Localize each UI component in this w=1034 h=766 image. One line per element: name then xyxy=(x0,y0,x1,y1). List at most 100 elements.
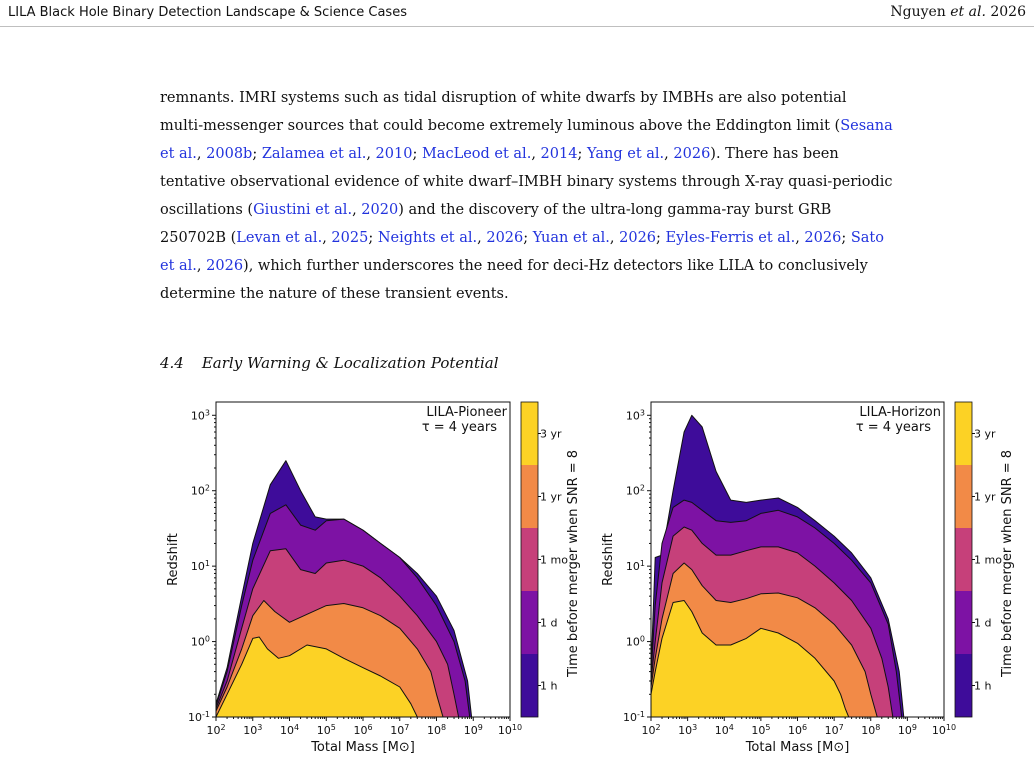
text-run: ; xyxy=(841,230,851,246)
tick-label: 106 xyxy=(788,723,807,738)
tick-label: 104 xyxy=(715,723,734,738)
x-axis-label: Total Mass [M⊙] xyxy=(745,740,850,755)
section-title: Early Warning & Localization Potential xyxy=(201,354,499,372)
text-run: , xyxy=(531,146,541,162)
citation-link[interactable]: et al. xyxy=(160,258,197,274)
citation-link[interactable]: 2010 xyxy=(375,146,413,162)
citation-link[interactable]: Eyles-Ferris et al. xyxy=(665,230,796,246)
citation-link[interactable]: Sesana xyxy=(840,118,893,134)
tick-label: 103 xyxy=(626,408,645,423)
citation-link[interactable]: 2020 xyxy=(361,202,399,218)
colorbar-tick-label: 1 h xyxy=(540,680,557,693)
citation-link[interactable]: Neights et al. xyxy=(377,230,478,246)
text-run: , xyxy=(352,202,362,218)
tick-label: 105 xyxy=(317,723,336,738)
citation-link[interactable]: Giustini et al. xyxy=(253,202,353,218)
chart-subtitle: τ = 4 years xyxy=(422,420,497,435)
colorbar-tick-label: 1 d xyxy=(974,617,991,630)
tick-label: 105 xyxy=(751,723,770,738)
tick-label: 101 xyxy=(191,559,210,574)
text-line: remnants. IMRI systems such as tidal dis… xyxy=(160,84,1032,112)
colorbar-tick-label: 1 yr xyxy=(540,491,562,504)
colorbar-tick-label: 1 h xyxy=(974,680,991,693)
text-run: oscillations ( xyxy=(160,202,254,218)
citation-link[interactable]: Zalamea et al. xyxy=(261,146,367,162)
text-run: tentative observational evidence of whit… xyxy=(160,174,893,190)
y-axis-label: Redshift xyxy=(166,533,181,586)
tick-label: 103 xyxy=(243,723,262,738)
text-run: ) and the discovery of the ultra-long ga… xyxy=(398,202,832,218)
text-line: et al., 2008b; Zalamea et al., 2010; Mac… xyxy=(160,140,1032,168)
citation-link[interactable]: 2025 xyxy=(331,230,369,246)
colorbar-frame xyxy=(520,401,539,718)
plot-area xyxy=(651,414,905,717)
colorbar-tick-label: 1 yr xyxy=(974,491,996,504)
text-run: , xyxy=(196,146,207,162)
text-run: ; xyxy=(252,146,262,162)
text-run: determine the nature of these transient … xyxy=(160,286,509,302)
colorbar-tick-label: 3 yr xyxy=(974,428,996,441)
text-line: tentative observational evidence of whit… xyxy=(160,168,1032,196)
text-run: ; xyxy=(368,230,378,246)
tick-label: 106 xyxy=(353,723,372,738)
tick-label: 109 xyxy=(898,723,917,738)
text-run: ; xyxy=(523,230,533,246)
text-run: 250702B ( xyxy=(160,230,237,246)
chart-title: LILA-Pioneer xyxy=(426,405,507,420)
text-run: , xyxy=(609,230,620,246)
tick-label: 102 xyxy=(641,723,660,738)
colorbar: 1 h 1 d 1 mo 1 yr 3 yr Time before merger whe… xyxy=(954,401,1015,718)
citation-link[interactable]: Sato xyxy=(850,230,884,246)
text-line: 250702B (Levan et al., 2025; Neights et … xyxy=(160,224,1032,252)
colorbar-tick-label: 1 d xyxy=(540,617,557,630)
text-run: , xyxy=(795,230,805,246)
chart-panel: 102 103 104 105 106 107 108 109 1010 10-1 100 101 10… xyxy=(601,401,1015,755)
colorbar-label: Time before merger when SNR = 8 xyxy=(1000,450,1015,678)
citation-link[interactable]: Yang et al. xyxy=(586,146,665,162)
citation-link[interactable]: 2026 xyxy=(619,230,657,246)
section-heading: 4.4 Early Warning & Localization Potentia… xyxy=(160,354,499,372)
tick-label: 1010 xyxy=(932,723,956,738)
citation-link[interactable]: 2026 xyxy=(486,230,524,246)
citation-link[interactable]: Levan et al. xyxy=(236,230,323,246)
tick-label: 100 xyxy=(191,634,210,649)
tick-label: 107 xyxy=(390,723,409,738)
tick-label: 10-1 xyxy=(623,710,645,725)
text-run: ; xyxy=(577,146,587,162)
citation-link[interactable]: 2014 xyxy=(540,146,578,162)
text-run: multi-messenger sources that could becom… xyxy=(160,118,841,134)
colorbar-segment xyxy=(955,465,972,528)
tick-label: 107 xyxy=(825,723,844,738)
running-authors: Nguyen et al. 2026 xyxy=(890,4,1026,20)
text-run: ). There has been xyxy=(710,146,839,162)
citation-link[interactable]: 2026 xyxy=(206,258,244,274)
colorbar-tick-label: 1 mo xyxy=(974,554,1002,567)
tick-label: 10-1 xyxy=(188,710,210,725)
body-paragraph: remnants. IMRI systems such as tidal dis… xyxy=(160,84,1032,308)
chart-title: LILA-Horizon xyxy=(859,405,941,420)
author-name: Nguyen xyxy=(890,4,946,20)
text-run: ; xyxy=(412,146,422,162)
citation-link[interactable]: et al. xyxy=(160,146,197,162)
citation-link[interactable]: 2026 xyxy=(673,146,711,162)
text-run: , xyxy=(477,230,487,246)
text-run: , xyxy=(196,258,207,274)
text-run: , xyxy=(664,146,674,162)
colorbar-segment xyxy=(955,528,972,591)
citation-link[interactable]: 2008b xyxy=(206,146,253,162)
tick-label: 103 xyxy=(678,723,697,738)
citation-link[interactable]: 2026 xyxy=(804,230,842,246)
colorbar-segment xyxy=(955,654,972,717)
running-title: LILA Black Hole Binary Detection Landsca… xyxy=(8,5,407,20)
tick-label: 101 xyxy=(626,559,645,574)
paper-year: 2026 xyxy=(990,4,1026,20)
tick-label: 108 xyxy=(861,723,880,738)
tick-label: 102 xyxy=(626,483,645,498)
citation-link[interactable]: Yuan et al. xyxy=(532,230,610,246)
text-run: ; xyxy=(656,230,666,246)
chart-subtitle: τ = 4 years xyxy=(856,420,931,435)
x-axis-label: Total Mass [M⊙] xyxy=(310,740,415,755)
colorbar-segment xyxy=(955,591,972,654)
citation-link[interactable]: MacLeod et al. xyxy=(421,146,532,162)
colorbar-segment xyxy=(955,402,972,465)
